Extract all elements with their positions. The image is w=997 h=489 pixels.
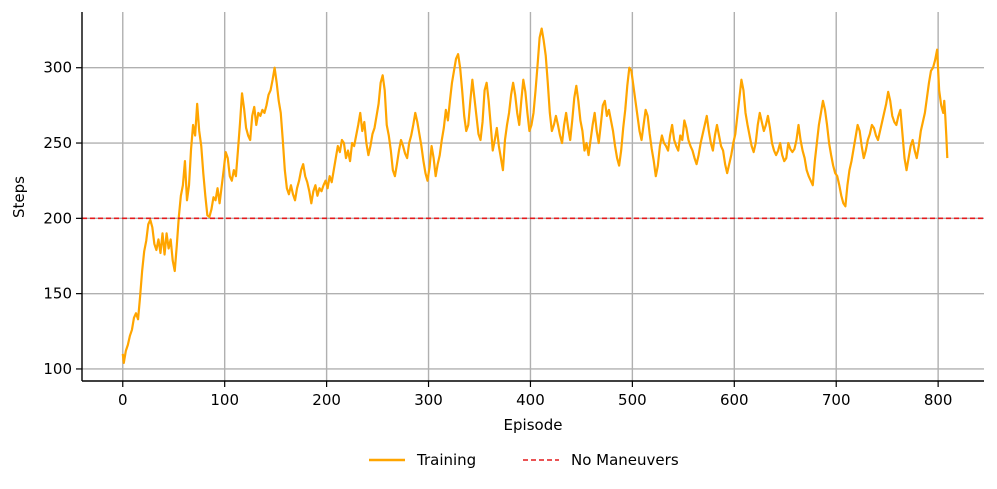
x-tick-label: 800 xyxy=(924,391,953,409)
x-tick-label: 600 xyxy=(720,391,749,409)
y-tick-label: 250 xyxy=(43,134,72,152)
legend-no-maneuvers-label: No Maneuvers xyxy=(571,451,679,469)
x-tick-label: 400 xyxy=(516,391,545,409)
y-tick-label: 200 xyxy=(43,209,72,227)
x-axis-label: Episode xyxy=(504,416,563,434)
y-tick-label: 100 xyxy=(43,360,72,378)
grid xyxy=(82,12,984,381)
axes xyxy=(81,12,984,382)
x-tick-label: 700 xyxy=(822,391,851,409)
legend-training-label: Training xyxy=(416,451,476,469)
y-axis-label: Steps xyxy=(10,176,28,218)
x-ticks: 0 100 200 300 400 500 600 700 800 xyxy=(118,381,952,409)
legend: Training No Maneuvers xyxy=(369,451,679,469)
x-tick-label: 200 xyxy=(312,391,341,409)
x-tick-label: 500 xyxy=(618,391,647,409)
x-tick-label: 0 xyxy=(118,391,128,409)
series-training-line xyxy=(121,27,949,365)
x-tick-label: 100 xyxy=(210,391,239,409)
y-ticks: 100 150 200 250 300 xyxy=(43,59,82,378)
y-tick-label: 150 xyxy=(43,285,72,303)
series-layer xyxy=(82,27,984,365)
x-tick-label: 300 xyxy=(414,391,443,409)
y-tick-label: 300 xyxy=(43,59,72,77)
